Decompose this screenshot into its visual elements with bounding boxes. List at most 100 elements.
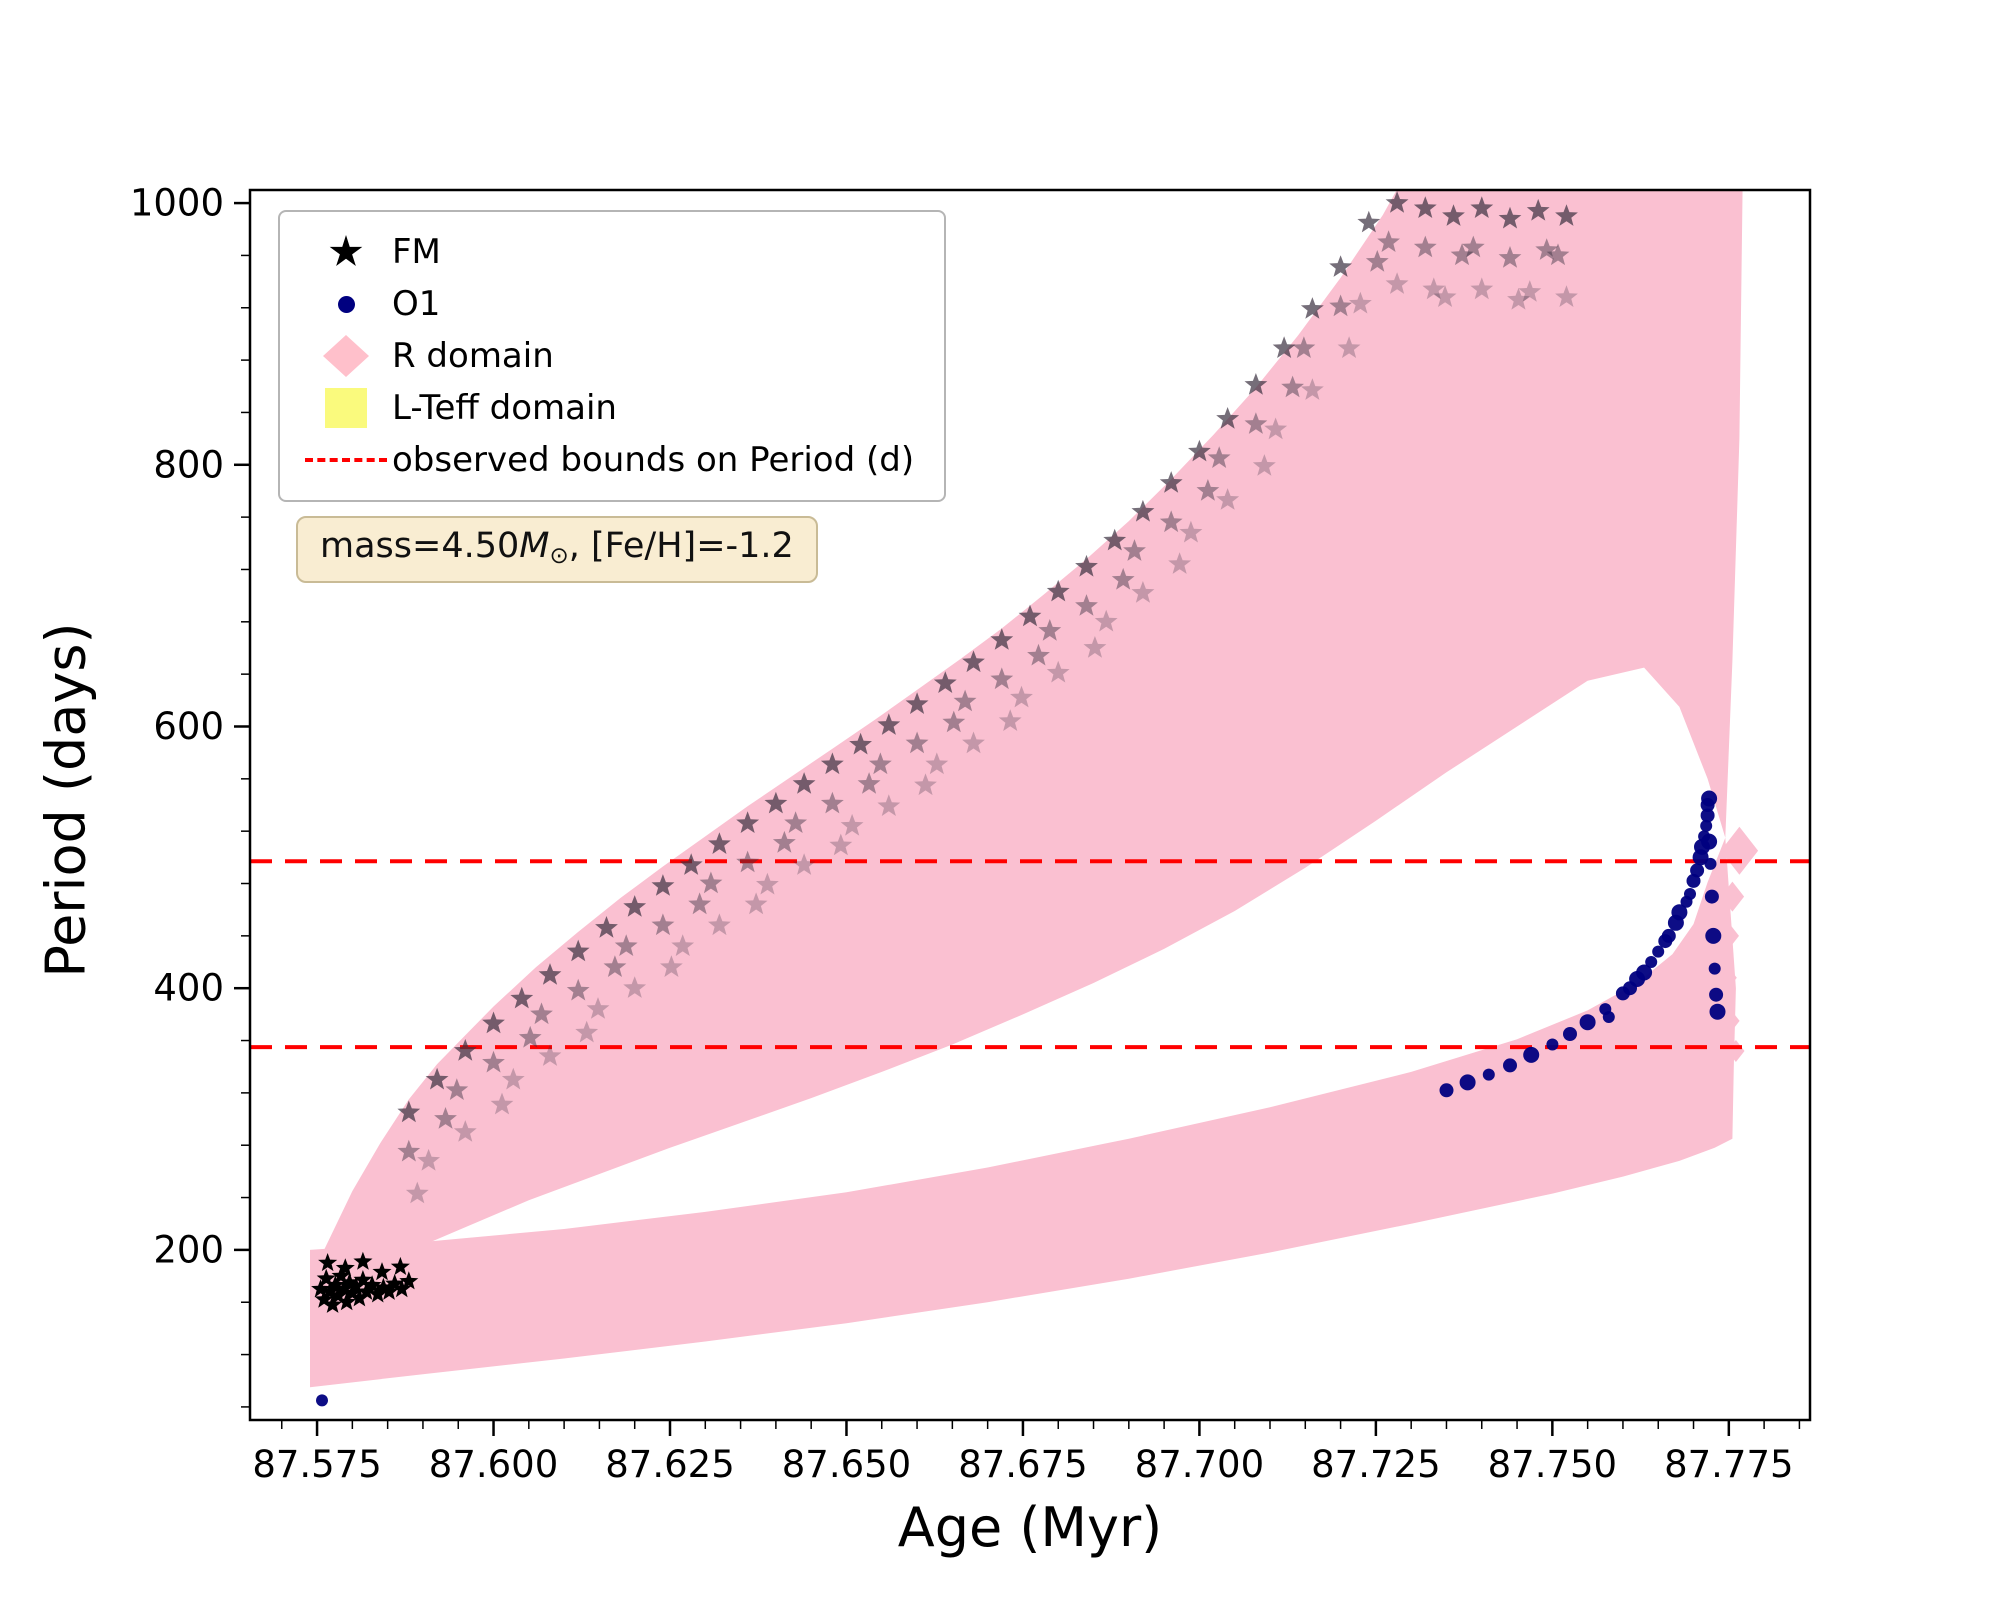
o1-point [1700,819,1713,832]
fm-star [1179,520,1203,543]
fm-star [362,1275,382,1294]
fm-star [1337,336,1361,358]
fm-star [346,1276,366,1295]
fm-star [651,874,675,896]
fm-star [942,710,966,733]
fm-star [1027,643,1050,666]
legend-item-l-teff: L-Teff domain [300,382,914,434]
fm-star [1555,204,1578,226]
fm-star [756,872,779,895]
legend-item-o1: O1 [300,278,914,330]
fm-star [1498,246,1522,268]
fm-star [914,773,937,796]
fm-star [1046,660,1070,683]
r-domain-marker [1720,826,1759,875]
sun-symbol-icon: ⊙ [549,543,569,569]
fm-star [1244,412,1268,434]
fm-star [314,1289,334,1308]
fm-star [905,692,929,714]
o1-point [1705,927,1722,944]
fm-star [357,1281,376,1300]
fm-star [614,934,638,956]
annotation-suffix: , [Fe/H]=-1.2 [568,526,794,566]
o1-point [316,1394,328,1407]
fm-star [1461,235,1485,258]
legend-label-l-teff: L-Teff domain [392,388,617,428]
fm-star [368,1284,388,1303]
fm-star [905,731,929,754]
fm-star [962,731,985,754]
fm-star [353,1270,373,1289]
o1-point [1709,987,1724,1002]
x-tick-label: 87.575 [252,1443,381,1486]
o1-point [1645,956,1658,968]
fm-star [349,1288,369,1307]
fm-star [1300,297,1324,319]
fm-star [1188,439,1211,462]
fm-star [1281,375,1304,398]
dot-icon [337,295,355,313]
fm-star [1131,581,1155,603]
x-tick-label: 87.625 [605,1443,734,1486]
fm-star [1207,446,1231,468]
fm-star [792,772,816,794]
legend-label-o1: O1 [392,284,441,324]
fm-star [1413,235,1437,258]
fm-star [736,850,760,873]
o1-point [1708,962,1721,975]
o1-point [1690,863,1705,878]
o1-point [1652,945,1665,958]
fm-star [623,895,647,917]
o1-point [1661,928,1676,943]
fm-star [962,650,985,673]
fm-star [877,713,901,735]
square-icon [325,388,367,428]
y-tick-label: 600 [153,705,224,748]
fm-star [1264,417,1288,440]
o1-point [1503,1058,1517,1073]
fm-star [857,772,881,794]
r-domain-marker [1718,965,1737,990]
x-tick-label: 87.650 [782,1443,911,1486]
fm-star [1292,336,1316,358]
fm-star [566,939,590,962]
fm-star [1123,539,1146,561]
o1-point [1686,873,1701,888]
x-axis-label: Age (Myr) [897,1496,1163,1559]
fm-star [877,794,901,816]
fm-star [1159,510,1183,533]
fm-star [1168,552,1192,574]
o1-point [1602,1011,1615,1023]
r-domain-lower-band [310,837,1736,1388]
fm-star [586,997,610,1019]
fm-star [784,811,808,833]
fm-star [792,853,816,875]
fm-star [840,813,864,836]
r-domain-marker [1720,1008,1740,1033]
fm-star [1470,277,1494,300]
diamond-icon [323,335,369,377]
fm-star [925,752,949,775]
fm-star [1103,528,1127,551]
legend-item-bounds: observed bounds on Period (d) [300,434,914,486]
fm-star [1244,373,1268,395]
fm-star [1526,198,1550,221]
fm-star [397,1139,421,1162]
fm-star [1357,210,1381,233]
fm-star [501,1067,525,1090]
fm-star [445,1078,469,1100]
o1-point [1709,1003,1726,1020]
fm-star [323,1294,343,1313]
o1-point [1439,1083,1454,1098]
o1-point [1704,889,1719,904]
fm-star [1507,287,1530,310]
legend-label-bounds: observed bounds on Period (d) [392,440,915,480]
fm-star [417,1148,440,1171]
fm-star [510,986,534,1009]
x-tick-label: 87.675 [958,1443,1087,1486]
fm-star [575,1020,599,1043]
fm-star [434,1107,457,1129]
fm-star [379,1281,399,1300]
o1-point [1701,833,1718,850]
